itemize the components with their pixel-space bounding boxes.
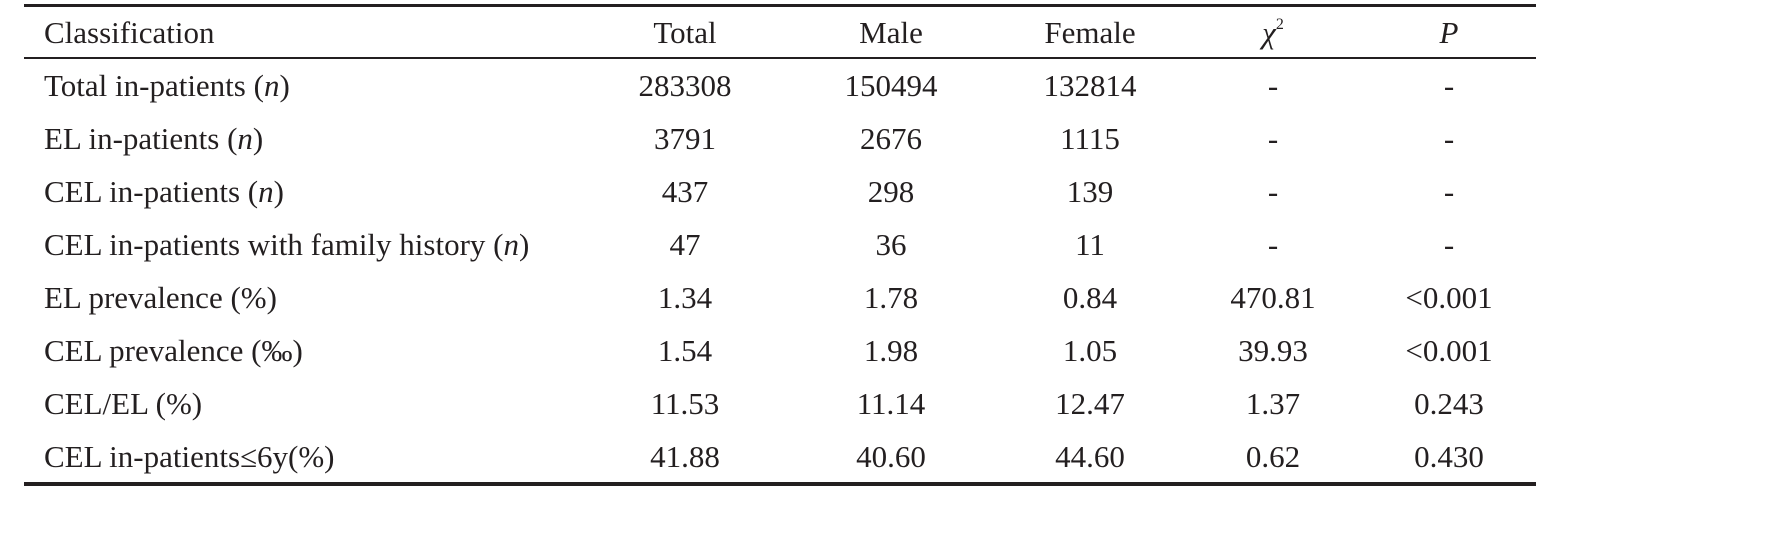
cell-female: 12.47 (1055, 386, 1125, 421)
cell-total: 3791 (654, 121, 716, 156)
cell-female: 11 (1075, 227, 1105, 262)
cell-male: 298 (867, 174, 915, 209)
cell-p-value: <0.001 (1405, 280, 1493, 315)
table-row: CEL/EL (%) 11.53 11.14 12.47 1.37 0.243 (24, 377, 1536, 430)
chi-symbol: χ (1262, 15, 1276, 50)
cell-male: 150494 (844, 68, 938, 103)
row-label: CEL prevalence (‰) (44, 333, 303, 368)
table-row: CEL prevalence (‰) 1.54 1.98 1.05 39.93 … (24, 324, 1536, 377)
cell-p-value: - (1443, 68, 1455, 103)
cell-total: 1.34 (657, 280, 713, 315)
cell-female: 1115 (1060, 121, 1120, 156)
header-p-value: P (1439, 15, 1459, 50)
row-label: EL in-patients (n) (44, 121, 264, 156)
row-label: CEL/EL (%) (44, 386, 203, 421)
cell-female: 139 (1066, 174, 1114, 209)
table-header-row: Classification Total Male Female χ2 P (24, 6, 1536, 59)
cell-chi-square: - (1267, 68, 1279, 103)
table-top-rule (24, 4, 1536, 7)
table-row: CEL in-patients with family history (n) … (24, 218, 1536, 271)
table-row: CEL in-patients (n) 437 298 139 - - (24, 165, 1536, 218)
cell-total: 41.88 (650, 439, 720, 474)
cell-p-value: - (1443, 174, 1455, 209)
cell-chi-square: 39.93 (1238, 333, 1308, 368)
cell-total: 283308 (638, 68, 732, 103)
row-label: EL prevalence (%) (44, 280, 277, 315)
cell-p-value: 0.430 (1414, 439, 1484, 474)
header-classification: Classification (44, 15, 215, 50)
header-chi-square: χ2 (1262, 15, 1284, 50)
cell-male: 1.98 (863, 333, 919, 368)
row-label: CEL in-patients≤6y(%) (44, 439, 335, 474)
cell-male: 40.60 (856, 439, 926, 474)
cell-chi-square: 0.62 (1245, 439, 1301, 474)
cell-chi-square: - (1267, 121, 1279, 156)
cell-male: 11.14 (856, 386, 926, 421)
table-bottom-rule (24, 482, 1536, 486)
table-header-rule (24, 57, 1536, 59)
cell-p-value: 0.243 (1414, 386, 1484, 421)
cell-chi-square: - (1267, 174, 1279, 209)
row-label: CEL in-patients with family history (n) (44, 227, 530, 262)
cell-male: 36 (875, 227, 907, 262)
cell-total: 1.54 (657, 333, 713, 368)
table-row: EL in-patients (n) 3791 2676 1115 - - (24, 112, 1536, 165)
cell-total: 437 (661, 174, 709, 209)
table-row: Total in-patients (n) 283308 150494 1328… (24, 59, 1536, 112)
cell-female: 1.05 (1062, 333, 1118, 368)
header-male: Male (859, 15, 923, 50)
cell-male: 1.78 (863, 280, 919, 315)
header-total: Total (653, 15, 717, 50)
table-row: EL prevalence (%) 1.34 1.78 0.84 470.81 … (24, 271, 1536, 324)
table-row: CEL in-patients≤6y(%) 41.88 40.60 44.60 … (24, 430, 1536, 483)
row-label: Total in-patients (n) (44, 68, 290, 103)
cell-total: 11.53 (650, 386, 720, 421)
cell-female: 0.84 (1062, 280, 1118, 315)
chi-superscript: 2 (1275, 16, 1284, 33)
cell-female: 44.60 (1055, 439, 1125, 474)
cell-p-value: - (1443, 227, 1455, 262)
row-label: CEL in-patients (n) (44, 174, 284, 209)
cell-p-value: - (1443, 121, 1455, 156)
cell-chi-square: - (1267, 227, 1279, 262)
cell-male: 2676 (860, 121, 922, 156)
cell-chi-square: 1.37 (1245, 386, 1301, 421)
cell-p-value: <0.001 (1405, 333, 1493, 368)
cell-female: 132814 (1043, 68, 1137, 103)
cell-total: 47 (669, 227, 701, 262)
cell-chi-square: 470.81 (1230, 280, 1316, 315)
header-female: Female (1044, 15, 1136, 50)
